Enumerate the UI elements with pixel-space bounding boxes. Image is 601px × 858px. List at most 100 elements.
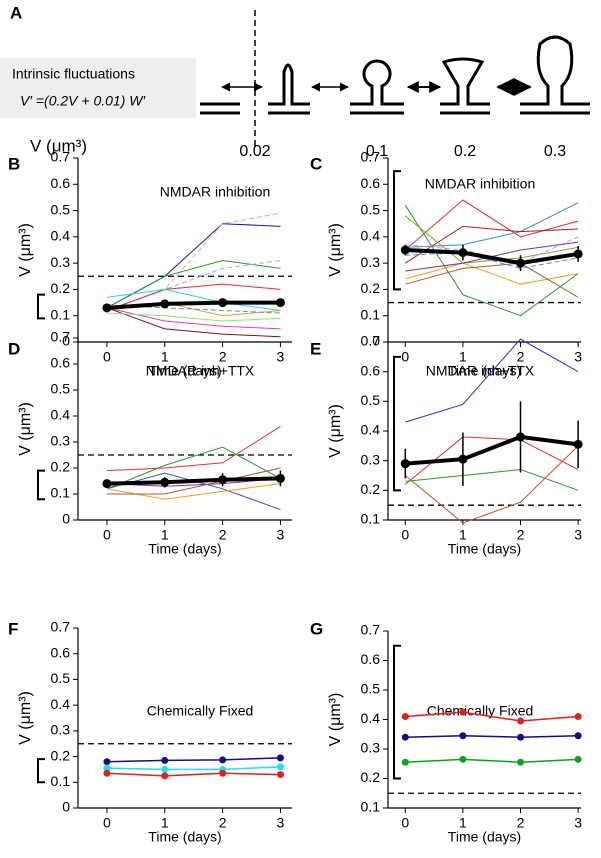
panel-label: F bbox=[8, 619, 18, 638]
series-line bbox=[106, 772, 281, 777]
x-tick-label: 2 bbox=[219, 527, 227, 543]
data-point bbox=[516, 258, 526, 268]
x-tick-label: 2 bbox=[517, 349, 525, 365]
series-line bbox=[106, 212, 281, 311]
chart-title: NMDAR inh+TTX bbox=[426, 363, 535, 379]
x-tick-label: 2 bbox=[517, 815, 525, 831]
series-line bbox=[106, 223, 281, 309]
chart-panel: F Chemically Fixed 0 0.1 0.2 0.3 0.4 0.5 0.6 0.7 0… bbox=[8, 619, 292, 845]
mean-line bbox=[405, 434, 579, 466]
x-axis-label: Time (days) bbox=[448, 829, 521, 845]
data-point bbox=[219, 769, 227, 777]
series-line bbox=[404, 199, 579, 251]
x-axis-label: Time (days) bbox=[148, 363, 221, 379]
data-point bbox=[459, 708, 467, 716]
y-tick-label: 0.7 bbox=[361, 622, 381, 638]
data-point bbox=[160, 477, 170, 487]
data-point bbox=[401, 758, 409, 766]
chart-title: Chemically Fixed bbox=[147, 703, 254, 719]
x-axis-label: Time (days) bbox=[148, 541, 221, 557]
chart-panel: G Chemically Fixed 0.1 0.2 0.3 0.4 0.5 0.6 0.7 0 1… bbox=[310, 619, 582, 844]
y-tick-label: 0.7 bbox=[361, 149, 381, 165]
box-title: Intrinsic fluctuations bbox=[12, 66, 135, 82]
size-label: 0.2 bbox=[454, 143, 476, 160]
bracket bbox=[37, 758, 45, 784]
panel-a: A Intrinsic fluctuations V′ =(0.2V + 0.0… bbox=[0, 3, 590, 160]
data-point bbox=[276, 763, 284, 771]
y-tick-label: 0.6 bbox=[51, 175, 71, 191]
data-point bbox=[573, 439, 583, 449]
y-tick-label: 0.5 bbox=[51, 670, 71, 686]
equation: V′ =(0.2V + 0.01) W′ bbox=[20, 93, 146, 109]
data-point bbox=[458, 248, 468, 258]
series-line bbox=[404, 445, 579, 524]
x-tick-label: 3 bbox=[277, 815, 285, 831]
series-line bbox=[405, 338, 579, 423]
series-line bbox=[106, 467, 281, 495]
y-tick-label: 0.1 bbox=[361, 511, 381, 527]
panel-label: B bbox=[8, 154, 20, 173]
size-axis-label: V (μm³) bbox=[30, 136, 87, 155]
series-line bbox=[106, 312, 281, 322]
data-point bbox=[574, 713, 582, 721]
x-tick-label: 1 bbox=[161, 527, 169, 543]
data-point bbox=[103, 769, 111, 777]
chart-title: NMDAR inh+TTX bbox=[146, 363, 255, 379]
data-point bbox=[218, 475, 228, 485]
data-point bbox=[160, 299, 170, 309]
series-line bbox=[405, 225, 579, 264]
y-tick-label: 0 bbox=[62, 333, 70, 349]
data-point bbox=[401, 713, 409, 721]
panel-label: A bbox=[10, 3, 22, 22]
y-tick-label: 0.3 bbox=[51, 722, 71, 738]
bracket bbox=[37, 293, 45, 320]
size-label: 0.02 bbox=[239, 143, 270, 160]
y-axis-label: V (μm³) bbox=[17, 223, 34, 277]
data-point bbox=[574, 732, 582, 740]
series-line bbox=[106, 757, 281, 763]
bracket bbox=[37, 469, 45, 501]
x-axis-label: Time (days) bbox=[448, 541, 521, 557]
y-axis-label: V (μm³) bbox=[17, 691, 34, 745]
y-tick-label: 0.7 bbox=[51, 619, 71, 635]
y-axis-label: V (μm³) bbox=[327, 404, 344, 458]
y-tick-label: 0.4 bbox=[361, 710, 381, 726]
series-line bbox=[405, 262, 579, 298]
x-tick-label: 0 bbox=[103, 527, 111, 543]
x-tick-label: 2 bbox=[517, 527, 525, 543]
chart-title: NMDAR inhibition bbox=[160, 184, 270, 200]
y-tick-label: 0.4 bbox=[51, 228, 71, 244]
data-point bbox=[161, 756, 169, 764]
data-point bbox=[459, 732, 467, 740]
series-line bbox=[405, 711, 579, 722]
series-line bbox=[106, 283, 281, 311]
data-point bbox=[275, 298, 285, 308]
x-tick-label: 0 bbox=[401, 349, 409, 365]
panel-label: G bbox=[310, 619, 323, 638]
series-line bbox=[405, 262, 579, 285]
y-tick-label: 0.5 bbox=[361, 681, 381, 697]
data-point bbox=[516, 432, 526, 442]
spines bbox=[200, 35, 590, 115]
data-point bbox=[219, 756, 227, 764]
series-line bbox=[405, 469, 579, 491]
equation-box bbox=[0, 58, 196, 118]
bracket bbox=[393, 355, 401, 492]
chart-title: Chemically Fixed bbox=[427, 703, 534, 719]
y-axis-label: V (μm³) bbox=[327, 223, 344, 277]
data-point bbox=[573, 249, 583, 259]
series-line bbox=[106, 766, 281, 771]
data-point bbox=[517, 717, 525, 725]
series-line bbox=[106, 307, 281, 338]
y-tick-label: 0.6 bbox=[361, 651, 381, 667]
mean-line bbox=[106, 476, 281, 486]
series-line bbox=[404, 215, 579, 264]
series-line bbox=[106, 425, 281, 472]
data-point bbox=[276, 754, 284, 762]
x-tick-label: 0 bbox=[103, 815, 111, 831]
y-tick-label: 0.3 bbox=[51, 254, 71, 270]
x-tick-label: 3 bbox=[574, 349, 582, 365]
data-point bbox=[400, 245, 410, 255]
